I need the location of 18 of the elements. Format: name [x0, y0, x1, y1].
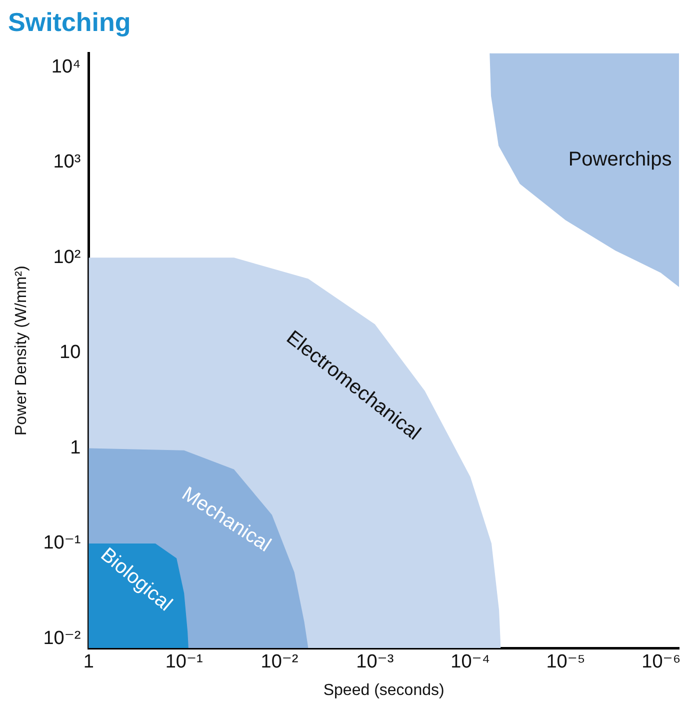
x-tick-label: 10⁻³ [356, 652, 394, 673]
y-tick-label: 10 [60, 342, 81, 364]
y-tick-label: 10³ [53, 152, 81, 173]
y-axis-title: Power Density (W/mm²) [13, 266, 30, 436]
y-tick-label: 10² [53, 246, 81, 268]
x-tick-label: 10⁻⁵ [546, 652, 586, 673]
y-tick-label: 1 [70, 437, 81, 458]
x-tick-label: 1 [83, 652, 94, 673]
x-tick-label: 10⁻² [260, 652, 298, 673]
x-axis-title: Speed (seconds) [323, 682, 444, 699]
x-tick-label: 10⁻⁶ [642, 652, 681, 673]
x-tick-label: 10⁻⁴ [450, 652, 490, 673]
series-label: Powerchips [568, 148, 672, 171]
x-tick-label: 10⁻¹ [165, 652, 203, 673]
chart-title: Switching [8, 6, 131, 37]
y-tick-label: 10⁻² [43, 628, 81, 649]
y-tick-label: 10⁻¹ [43, 532, 81, 554]
y-tick-label: 10⁴ [51, 56, 81, 78]
